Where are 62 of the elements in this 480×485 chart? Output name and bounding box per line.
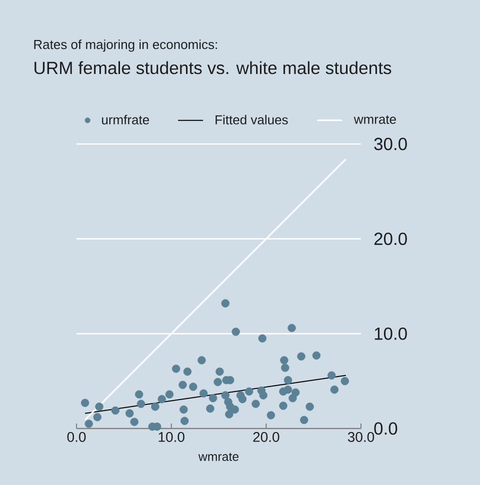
point — [130, 418, 138, 426]
chart-title: URM female students vs. white male students — [34, 61, 392, 74]
point — [180, 405, 188, 414]
point — [300, 416, 308, 424]
point — [151, 402, 160, 411]
y-tick-label: 30.0 — [374, 138, 407, 150]
point — [291, 388, 300, 397]
point — [111, 406, 120, 415]
point — [279, 402, 288, 410]
point — [225, 410, 234, 418]
point — [136, 400, 146, 408]
point — [198, 356, 206, 364]
point — [232, 328, 240, 336]
point — [297, 352, 306, 361]
legend-label: Fitted values — [216, 114, 288, 124]
point — [221, 299, 230, 308]
point — [189, 382, 198, 391]
point — [214, 378, 222, 386]
point — [238, 395, 247, 404]
point — [208, 394, 218, 402]
point — [95, 402, 104, 411]
y-tick-label: 10.0 — [374, 327, 407, 340]
point — [284, 376, 292, 384]
point — [280, 356, 288, 364]
point — [230, 405, 239, 414]
point — [216, 368, 224, 376]
point — [158, 395, 166, 404]
point — [312, 351, 321, 360]
point — [172, 364, 180, 373]
x-tick-label: 30.0 — [348, 432, 374, 442]
point — [306, 402, 314, 411]
y-tick-label: 20.0 — [374, 232, 407, 246]
point — [258, 334, 266, 343]
point — [328, 371, 336, 380]
point — [244, 387, 254, 396]
legend-label: wmrate — [354, 115, 396, 124]
point — [183, 368, 192, 376]
chart-subtitle: Rates of majoring in economics: — [34, 40, 217, 52]
point — [165, 390, 174, 398]
point — [252, 400, 260, 408]
point — [126, 409, 134, 418]
point — [330, 386, 339, 394]
x-tick-label: 10.0 — [158, 432, 184, 442]
point — [134, 390, 144, 398]
point — [340, 376, 349, 386]
point — [93, 413, 102, 422]
legend-label: urmfrate — [102, 114, 150, 124]
x-axis-title: wmrate — [198, 452, 239, 461]
point — [281, 364, 290, 372]
x-tick-label: 0.0 — [67, 432, 86, 442]
point — [178, 380, 187, 389]
point — [180, 416, 189, 426]
point — [266, 411, 276, 420]
point — [80, 398, 90, 407]
point — [221, 391, 230, 400]
point — [206, 404, 214, 413]
x-tick-label: 20.0 — [253, 432, 280, 442]
point — [259, 391, 268, 400]
point — [199, 389, 208, 398]
point — [288, 324, 296, 332]
point — [84, 420, 93, 428]
point — [284, 386, 292, 394]
